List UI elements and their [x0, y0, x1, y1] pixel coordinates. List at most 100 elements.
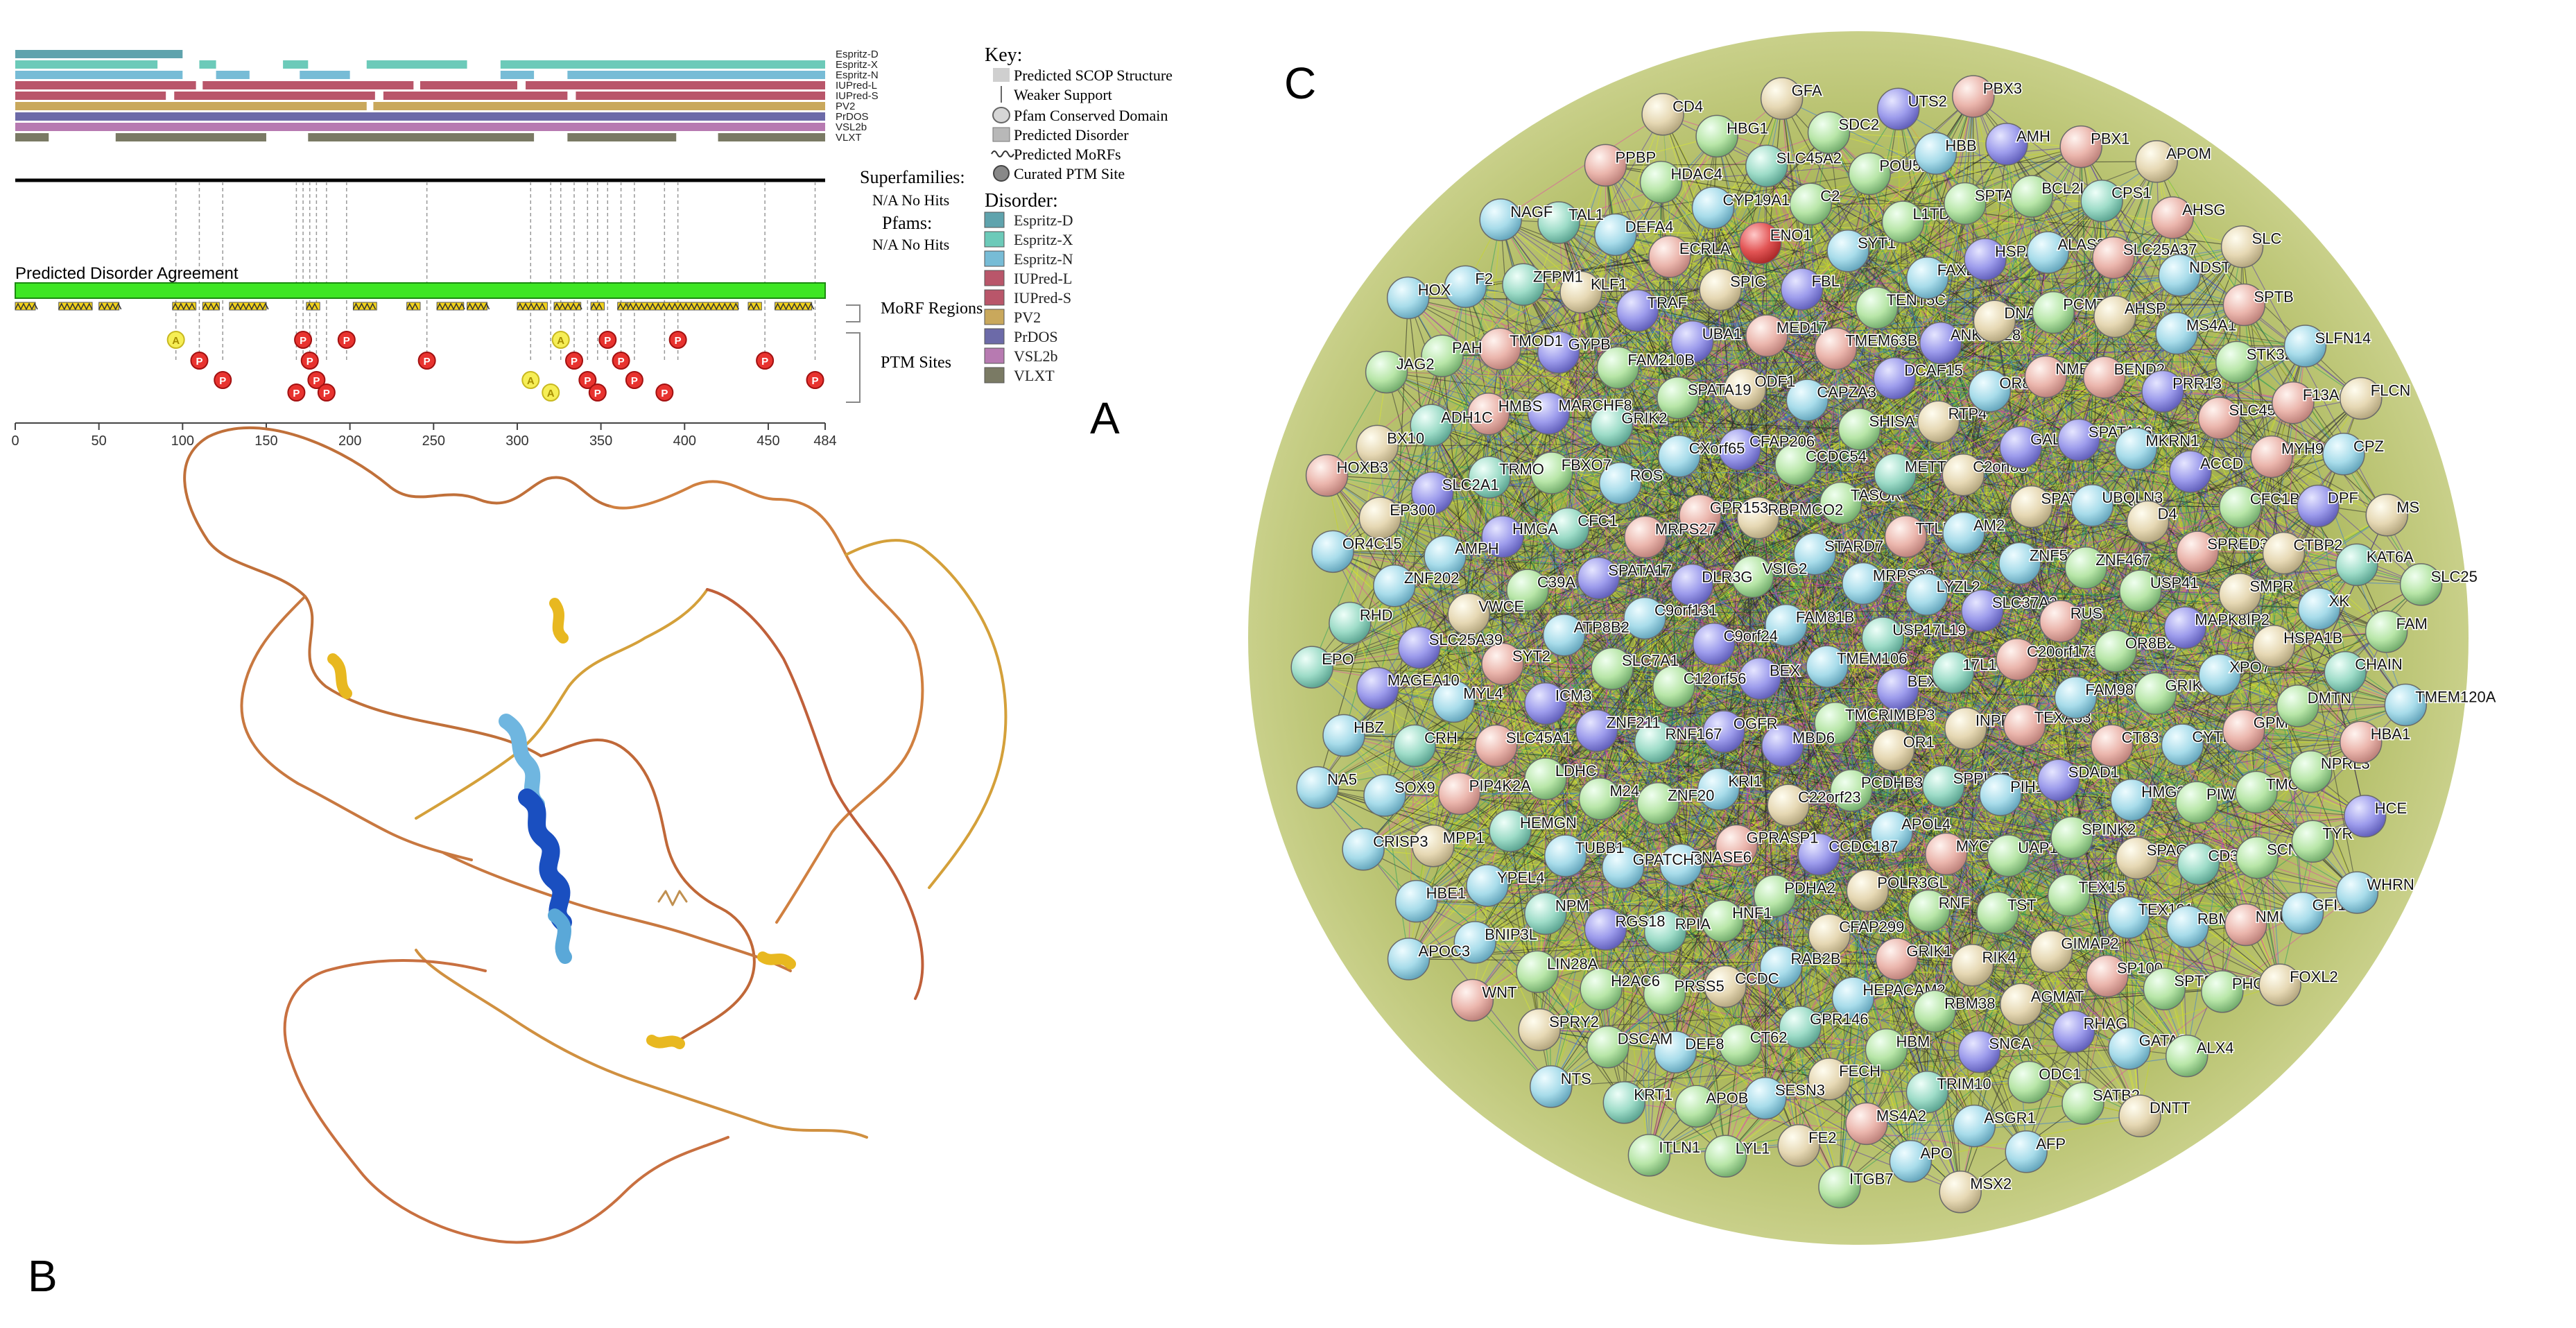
disorder-track-labels: Espritz-DEspritz-XEspritz-NIUPred-LIUPre… — [836, 49, 879, 144]
network-node-label: EPO — [1322, 650, 1354, 668]
network-edge — [1416, 816, 2365, 902]
network-node — [1789, 182, 1833, 225]
network-edge — [1545, 304, 2245, 705]
network-edge — [1442, 200, 2102, 356]
ptm-site-label: A — [172, 335, 180, 347]
network-node — [1797, 833, 1840, 876]
morf-wave — [627, 302, 739, 311]
network-node — [1861, 616, 1904, 659]
network-node-label: AHSP — [2125, 300, 2166, 318]
network-node — [1386, 276, 1430, 320]
ptm-site-label: P — [300, 335, 306, 347]
network-node — [1718, 428, 1761, 471]
network-node — [1542, 614, 1586, 657]
network-node-label: RHD — [1360, 607, 1393, 624]
network-node-label: HCE — [2375, 800, 2407, 817]
network-node — [2340, 377, 2383, 420]
network-edge — [1326, 475, 1503, 537]
network-node — [1697, 768, 1740, 811]
network-node-label: WHRN — [2367, 876, 2414, 893]
network-node-label: CD4 — [1672, 98, 1703, 115]
network-node-label: VWCE — [1478, 598, 1524, 615]
disorder-tracks — [15, 50, 852, 141]
network-node — [2071, 484, 2114, 527]
network-node-label: GPR146 — [1810, 1010, 1868, 1028]
network-node — [1634, 721, 1677, 764]
network-node — [1942, 453, 1985, 497]
network-node — [1467, 393, 1510, 436]
network-node — [2141, 370, 2184, 413]
superfamilies-value: N/A No Hits — [872, 191, 949, 209]
network-edge — [1712, 207, 1766, 1098]
network-node — [1838, 408, 1881, 451]
network-node — [2340, 721, 2383, 764]
network-node — [1765, 603, 1808, 647]
network-node-label: M24 — [1609, 782, 1639, 800]
network-node — [2158, 254, 2201, 297]
network-node — [1952, 75, 1995, 118]
network-edge — [2190, 471, 2358, 893]
network-edge — [1665, 931, 1697, 1107]
network-node-label: FAM — [2396, 615, 2428, 632]
network-node — [1780, 268, 1824, 311]
network-node-label: PBX3 — [1983, 80, 2022, 97]
network-node — [1636, 782, 1679, 825]
network-node — [2219, 485, 2262, 528]
network-node-label: MSX2 — [1970, 1175, 2012, 1193]
network-node-label: BNIP3L — [1485, 926, 1537, 943]
network-edge — [1847, 250, 2080, 440]
network-node-label: CRH — [1424, 729, 1458, 746]
disorder-track-label: Espritz-X — [836, 59, 878, 71]
network-node-label: TMEM63B — [1845, 332, 1917, 350]
disorder-title: Disorder: — [985, 190, 1058, 212]
disorder-track-gap — [517, 81, 526, 89]
axis-tick-label: 200 — [338, 433, 361, 449]
network-node — [1598, 462, 1642, 505]
network-node-label: UTS2 — [1908, 92, 1947, 110]
predicted-disorder-swatch — [992, 127, 1010, 142]
network-edge — [1766, 166, 1895, 379]
network-node-label: FAM210B — [1627, 351, 1695, 368]
disorder-track-label: VSL2b — [836, 121, 867, 133]
network-node — [1432, 680, 1476, 723]
network-edge — [1469, 610, 1982, 615]
network-node-label: TMEM120A — [2415, 689, 2496, 706]
network-edge — [1829, 855, 2009, 1080]
network-node — [1591, 647, 1634, 690]
network-edge — [1317, 787, 1973, 966]
network-node — [2003, 704, 2046, 747]
network-edge — [1326, 475, 2186, 628]
morf-region — [436, 302, 465, 311]
network-edge — [1623, 288, 1803, 868]
network-node-label: HSPA1B — [2283, 630, 2342, 647]
network-edge — [1962, 275, 2180, 476]
network-node — [1905, 1070, 1949, 1114]
network-node — [1793, 533, 1836, 576]
network-node-label: VSIG2 — [1763, 560, 1808, 578]
helix-segment — [757, 951, 796, 969]
network-node — [1845, 1102, 1888, 1146]
morf-wave — [172, 302, 196, 311]
network-node — [2010, 175, 2054, 218]
network-node-label: SPRED3 — [2207, 535, 2268, 553]
pfams-value: N/A No Hits — [872, 236, 949, 253]
network-node — [2126, 500, 2170, 544]
network-node-label: ZFPM1 — [1533, 268, 1583, 285]
network-edge — [1489, 288, 1802, 478]
network-edge — [1326, 98, 1783, 476]
network-node — [1873, 356, 1916, 400]
network-node-label: UBA1 — [1702, 325, 1742, 343]
ptm-site-label: P — [618, 356, 625, 368]
network-node-label: DPF — [2328, 490, 2358, 507]
network-node-label: AMH — [2016, 128, 2050, 145]
disorder-track-label: PV2 — [836, 101, 855, 112]
network-node — [1652, 665, 1695, 708]
network-edge — [1548, 413, 1740, 450]
network-node — [1489, 809, 1532, 852]
network-node — [2064, 546, 2108, 589]
network-node-label: C9orf24 — [1724, 628, 1778, 645]
network-node — [1670, 320, 1714, 363]
disorder-track-gap — [366, 102, 374, 110]
network-node-label: NPRL3 — [2321, 755, 2370, 773]
network-node-label: CYP19A1 — [1722, 191, 1790, 209]
